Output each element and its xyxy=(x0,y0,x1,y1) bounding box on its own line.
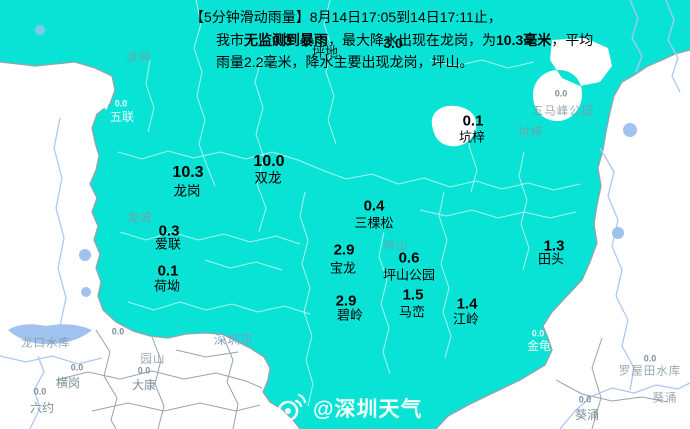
station-value: 0.3 xyxy=(158,222,180,240)
zero-station-name: 大康 xyxy=(131,378,157,392)
bulletin-max-rainfall: 10.3毫米 xyxy=(496,32,552,48)
station-name: 马峦 xyxy=(398,304,426,320)
map-label: 坪山 xyxy=(383,240,409,253)
station-value: 1.4 xyxy=(456,295,478,313)
zero-station-name: 横岗 xyxy=(55,376,81,390)
station-value: 10.3 xyxy=(172,164,204,181)
zero-station-value: 0.0 xyxy=(554,88,568,99)
bulletin-no-rainstorm: 无监测到暴雨 xyxy=(244,32,328,48)
zero-station-value: 0.0 xyxy=(578,394,592,405)
station-value: 0.6 xyxy=(398,249,420,267)
rain-gauge-icon xyxy=(103,95,109,110)
zero-station-value: 0.0 xyxy=(111,326,125,337)
station-value: 3.0 xyxy=(383,35,403,51)
city-boundary xyxy=(0,49,690,429)
map-label: 罗屋田水库 xyxy=(618,365,682,378)
station-name: 龙岗 xyxy=(173,183,201,199)
lakes xyxy=(8,25,637,345)
station-name: 碧岭 xyxy=(336,307,364,323)
station-value: 0.3 xyxy=(272,32,292,48)
zero-station-name: 葵涌 xyxy=(574,408,600,422)
station-name: 坪山公园 xyxy=(382,267,436,283)
station-name: 荷坳 xyxy=(153,278,181,294)
map-label: 葵涌 xyxy=(652,392,678,405)
zero-station-value: 0.0 xyxy=(531,328,545,339)
zero-station-value: 0.0 xyxy=(33,386,47,397)
map-label: 坑梓 xyxy=(518,126,544,139)
map-label: 龙口水库 xyxy=(21,337,71,350)
station-value: 1.3 xyxy=(543,237,565,255)
station-name: 江岭 xyxy=(452,311,480,327)
watermark: @深圳天气 xyxy=(274,391,422,425)
station-name: 坪地 xyxy=(311,44,339,60)
station-name: 田头 xyxy=(537,251,565,267)
station-name: 爱联 xyxy=(154,236,182,252)
rain-gauge-icon xyxy=(551,90,556,96)
bulletin-line2: 我市无监测到暴雨，最大降水出现在龙岗，为10.3毫米，平均 xyxy=(216,32,594,48)
zero-station-value: 0.0 xyxy=(70,362,84,373)
bulletin-line3: 雨量2.2毫米，降水主要出现龙岗，坪山。 xyxy=(216,54,474,70)
zero-station-value: 0.0 xyxy=(114,98,128,109)
zero-station-name: 金龟 xyxy=(526,339,552,353)
station-value: 2.9 xyxy=(333,241,355,259)
bulletin-line1: 【5分钟滑动雨量】8月14日17:05到14日17:11止， xyxy=(190,9,502,25)
station-name: 双龙 xyxy=(254,170,282,186)
station-name: 宝龙 xyxy=(329,260,357,276)
weibo-camera-icon xyxy=(277,393,307,422)
zero-station-value: 0.0 xyxy=(137,365,151,376)
district-borders xyxy=(117,0,581,407)
station-value: 10.0 xyxy=(253,153,285,170)
zero-station-name: 五联 xyxy=(109,110,135,124)
station-value: 0.4 xyxy=(363,197,385,215)
watermark-handle: @深圳天气 xyxy=(313,398,423,421)
station-value: 0.1 xyxy=(462,112,484,130)
zero-station-value: 0.0 xyxy=(643,353,657,364)
station-value: 1.5 xyxy=(402,286,424,304)
station-name: 三棵松 xyxy=(354,215,394,231)
map-label: 深圳市 xyxy=(213,332,255,347)
station-name: 坑梓 xyxy=(458,129,486,145)
map-label: 五马峰公园 xyxy=(531,105,595,118)
map-label: 龙城 xyxy=(127,212,153,225)
map-label: 园山 xyxy=(140,353,166,366)
map-label: 龙岗 xyxy=(126,51,152,64)
zero-station-name: 六约 xyxy=(29,401,55,415)
station-value: 2.9 xyxy=(335,292,357,310)
station-value: 0.1 xyxy=(157,262,179,280)
